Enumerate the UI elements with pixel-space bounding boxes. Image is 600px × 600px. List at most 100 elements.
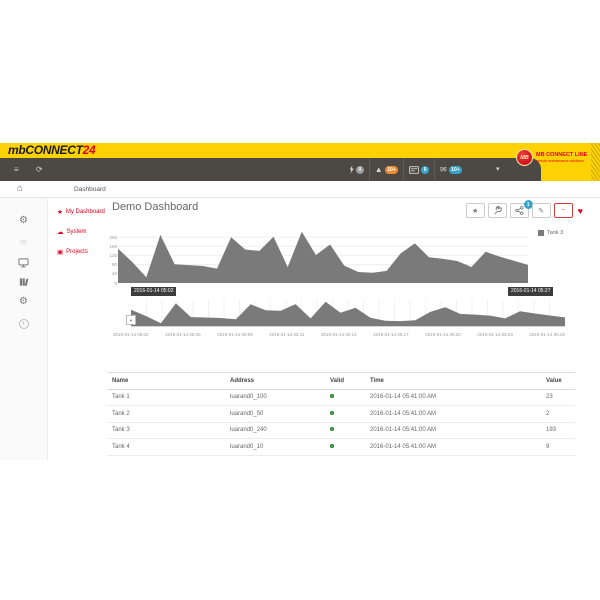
navigator-drag-handle[interactable]: ▼ (126, 315, 136, 325)
column-header-valid[interactable]: Valid (330, 377, 345, 384)
tanks-table: Name Address Valid Time Value Tank 1 luarand0_… (107, 372, 575, 456)
company-logo-subtitle: remote maintenance solutions (536, 158, 584, 163)
envelope-icon: ✉ (439, 164, 447, 174)
chart-navigator[interactable]: ▼ (126, 297, 565, 327)
company-logo-title: MB CONNECT LINE (536, 152, 588, 159)
minimize-button[interactable]: − (553, 203, 573, 218)
gear-rail-icon[interactable]: ⚙ (19, 296, 28, 307)
main-plot[interactable] (118, 228, 528, 284)
sidebar-item-my-dashboards[interactable]: ★ My Dashboards (57, 208, 108, 216)
cell-name: Tank 1 (112, 394, 130, 401)
refresh-icon[interactable]: ⟳ (36, 165, 43, 174)
table-row[interactable]: Tank 2 luarand0_50 2016-01-14 05:41:00 AM 2 (107, 406, 575, 423)
x-axis-tick: 2016-01-14 05:05 (165, 332, 201, 337)
card-badge: 0 (421, 165, 429, 174)
column-header-address[interactable]: Address (230, 377, 255, 384)
cell-name: Tank 3 (112, 427, 130, 434)
cell-address: luarand0_100 (230, 394, 267, 401)
company-logo: MB MB CONNECT LINE remote maintenance so… (516, 149, 587, 166)
logo-name: CONNECT (25, 143, 83, 157)
favorite-star-button[interactable]: ★ (465, 203, 485, 218)
share-count-badge: 1 (523, 200, 533, 209)
y-axis-tick: 160 (109, 243, 117, 249)
top-banner: mbCONNECT24 ≡ ⟳ 0 ▲ 10+ 0 ✉ 10+ ▾ MB MB CONNE… (0, 143, 600, 181)
chevron-right-rail-icon[interactable]: › (0, 318, 47, 329)
cell-valid (325, 406, 365, 422)
cell-time: 2016-01-14 05:41:00 AM (370, 443, 437, 450)
dashboard-toolbar: ★ 1 ✎ − ♥ (465, 200, 583, 218)
edit-button[interactable]: ✎ (531, 203, 551, 218)
menu-collapse-icon[interactable]: ≡ (14, 165, 19, 174)
user-menu-caret-icon[interactable]: ▾ (496, 166, 500, 173)
settings-wrench-button[interactable] (487, 203, 507, 218)
cogs-rail-icon[interactable]: ⚙ (19, 215, 28, 226)
cell-value: 23 (546, 394, 553, 401)
sidebar-item-system[interactable]: ☁ System (57, 228, 87, 236)
table-row[interactable]: Tank 3 luarand0_240 2016-01-14 05:41:00 AM… (107, 423, 575, 440)
cell-name: Tank 4 (112, 443, 130, 450)
share-icon (514, 206, 524, 215)
sidebar-item-label: My Dashboards (65, 209, 108, 215)
y-axis-tick: 80 (111, 262, 117, 268)
warning-nav-button[interactable]: ▲ 10+ (368, 158, 403, 181)
card-nav-button[interactable]: 0 (403, 158, 434, 181)
cell-valid (325, 390, 365, 406)
sidebar: ★ My Dashboards ☁ System ▣ Projects (48, 198, 108, 460)
valid-status-dot (330, 410, 334, 415)
breadcrumb-bar: ⌂ Dashboard (0, 181, 600, 198)
x-axis-tick: 2016-01-14 05:08 (217, 332, 253, 337)
star-icon: ★ (57, 209, 63, 216)
cell-time: 2016-01-14 05:41:00 AM (370, 394, 437, 401)
share-button[interactable]: 1 (509, 200, 533, 218)
range-start-label: 2016-01-14 05:02 (131, 287, 177, 296)
y-axis-tick: 0 (114, 280, 117, 286)
mb-circle-logo: MB (516, 149, 533, 166)
cell-name: Tank 2 (112, 410, 130, 417)
bolt-nav-button[interactable]: 0 (344, 158, 369, 181)
envelope-rail-icon[interactable]: ✉ (20, 238, 27, 247)
x-axis-tick: 2016-01-14 05:02 (113, 332, 149, 337)
page-title: Demo Dashboard (112, 201, 199, 213)
envelope-nav-button[interactable]: ✉ 10+ (433, 158, 467, 181)
column-header-value[interactable]: Value (546, 377, 562, 384)
sidebar-item-projects[interactable]: ▣ Projects (57, 248, 88, 256)
table-row[interactable]: Tank 1 luarand0_100 2016-01-14 05:41:00 AM… (107, 390, 575, 407)
main-content: Demo Dashboard ★ 1 ✎ − ♥ 0 40 80 120 160 200 T… (105, 198, 600, 460)
column-header-name[interactable]: Name (112, 377, 129, 384)
legend-swatch (538, 230, 544, 236)
books-rail-icon[interactable] (0, 277, 47, 287)
range-end-label: 2016-01-14 05:27 (508, 287, 554, 296)
logo-prefix: mb (8, 143, 26, 157)
breadcrumb[interactable]: Dashboard (74, 186, 106, 193)
cell-valid (325, 439, 365, 455)
cell-address: luarand0_10 (230, 443, 264, 450)
sidebar-item-label: System (66, 229, 87, 235)
top-navbar: ≡ ⟳ 0 ▲ 10+ 0 ✉ 10+ ▾ (0, 158, 541, 181)
legend-label: Tank 3 (547, 230, 564, 236)
column-header-time[interactable]: Time (370, 377, 384, 384)
y-axis-tick: 200 (109, 234, 117, 240)
home-icon[interactable]: ⌂ (17, 183, 24, 194)
cell-time: 2016-01-14 05:41:00 AM (370, 427, 437, 434)
heart-icon[interactable]: ♥ (577, 205, 583, 216)
sidebar-item-label: Projects (66, 249, 88, 255)
cell-address: luarand0_50 (230, 410, 264, 417)
warning-badge: 10+ (384, 165, 399, 174)
warning-icon: ▲ (374, 164, 383, 174)
table-row[interactable]: Tank 4 luarand0_10 2016-01-14 05:41:00 AM 9 (107, 439, 575, 456)
notification-icons: 0 ▲ 10+ 0 ✉ 10+ (344, 158, 467, 181)
valid-status-dot (330, 443, 334, 448)
cell-time: 2016-01-14 05:41:00 AM (370, 410, 437, 417)
card-icon (409, 165, 420, 174)
envelope-badge: 10+ (448, 165, 463, 174)
bolt-icon (349, 165, 354, 174)
chart-legend[interactable]: Tank 3 (538, 230, 563, 236)
x-axis-tick: 2016-01-14 05:14 (321, 332, 357, 337)
cell-value: 2 (546, 410, 550, 417)
cell-address: luarand0_240 (230, 427, 267, 434)
bolt-badge: 0 (356, 165, 364, 174)
x-axis-tick: 2016-01-14 05:23 (477, 332, 513, 337)
y-axis-tick: 40 (111, 271, 117, 277)
monitor-rail-icon[interactable] (0, 258, 47, 268)
grid-icon: ▣ (57, 249, 64, 256)
